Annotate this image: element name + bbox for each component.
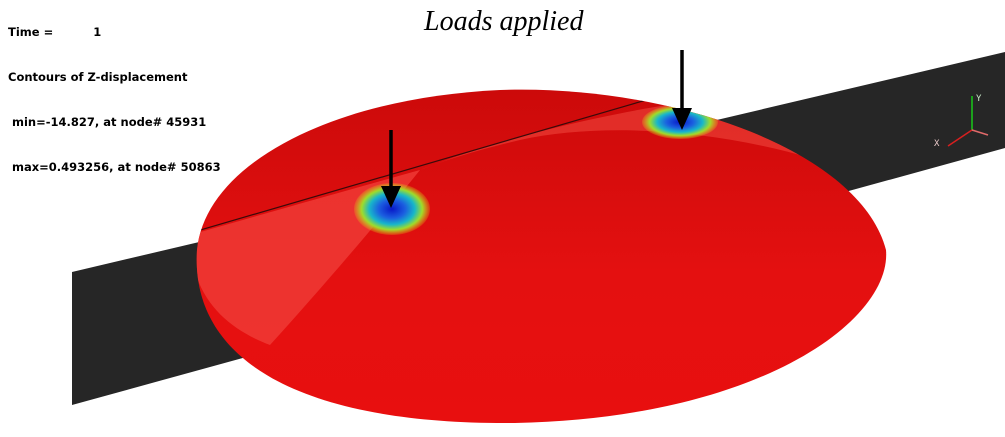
- load-arrow-icon: [381, 130, 401, 208]
- triad-x-label: X: [934, 139, 940, 149]
- time-line: Time = 1: [8, 25, 102, 39]
- min-line: min=-14.827, at node# 45931: [8, 115, 207, 129]
- loads-caption: Loads applied: [424, 6, 584, 37]
- result-info: Time = 1 Contours of Z-displacement min=…: [8, 0, 221, 205]
- contour-spot-left: [354, 183, 430, 235]
- dome-surface: [196, 89, 887, 424]
- load-arrow-icon: [672, 50, 692, 130]
- axis-triad-icon: Y X: [934, 94, 989, 149]
- max-line: max=0.493256, at node# 50863: [8, 160, 221, 174]
- contour-title: Contours of Z-displacement: [8, 70, 188, 84]
- triad-y-label: Y: [976, 94, 982, 104]
